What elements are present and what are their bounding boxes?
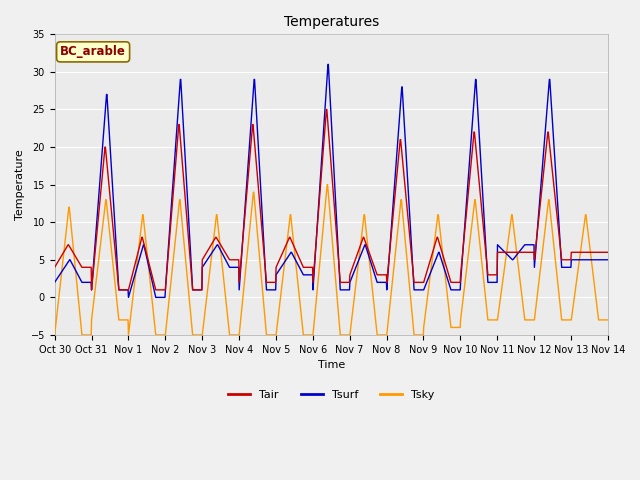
Tsurf xyxy=(490,279,498,285)
Tair xyxy=(490,272,498,278)
Legend: Tair, Tsurf, Tsky: Tair, Tsurf, Tsky xyxy=(223,385,439,405)
Line: Tsurf: Tsurf xyxy=(54,64,608,298)
Tsky xyxy=(490,317,497,323)
Tsurf xyxy=(51,279,58,285)
Tsky xyxy=(604,317,612,323)
Tair xyxy=(323,107,330,112)
Tair xyxy=(236,270,244,276)
Tsurf xyxy=(539,158,547,164)
Tsurf xyxy=(236,276,244,282)
Tair xyxy=(539,177,547,182)
Tair xyxy=(174,131,182,137)
Title: Temperatures: Temperatures xyxy=(284,15,379,29)
Tsky xyxy=(51,332,58,338)
Tsky xyxy=(236,328,243,334)
Tair xyxy=(51,264,58,270)
Line: Tair: Tair xyxy=(54,109,608,290)
Tair xyxy=(88,287,95,293)
Tair xyxy=(161,287,168,293)
Tsky xyxy=(323,182,331,188)
Tsky xyxy=(417,332,425,338)
Tsurf xyxy=(324,61,332,67)
Tsurf xyxy=(161,295,168,300)
Tsky xyxy=(174,215,182,221)
Tsky xyxy=(539,249,547,254)
Tsurf xyxy=(604,257,612,263)
Tsurf xyxy=(418,287,426,293)
X-axis label: Time: Time xyxy=(317,360,345,370)
Y-axis label: Temperature: Temperature xyxy=(15,149,25,220)
Text: BC_arable: BC_arable xyxy=(60,46,126,59)
Tsky xyxy=(161,332,168,338)
Tair xyxy=(418,279,426,285)
Tsurf xyxy=(125,295,132,300)
Line: Tsky: Tsky xyxy=(54,185,608,335)
Tair xyxy=(604,250,612,255)
Tsurf xyxy=(174,109,182,115)
